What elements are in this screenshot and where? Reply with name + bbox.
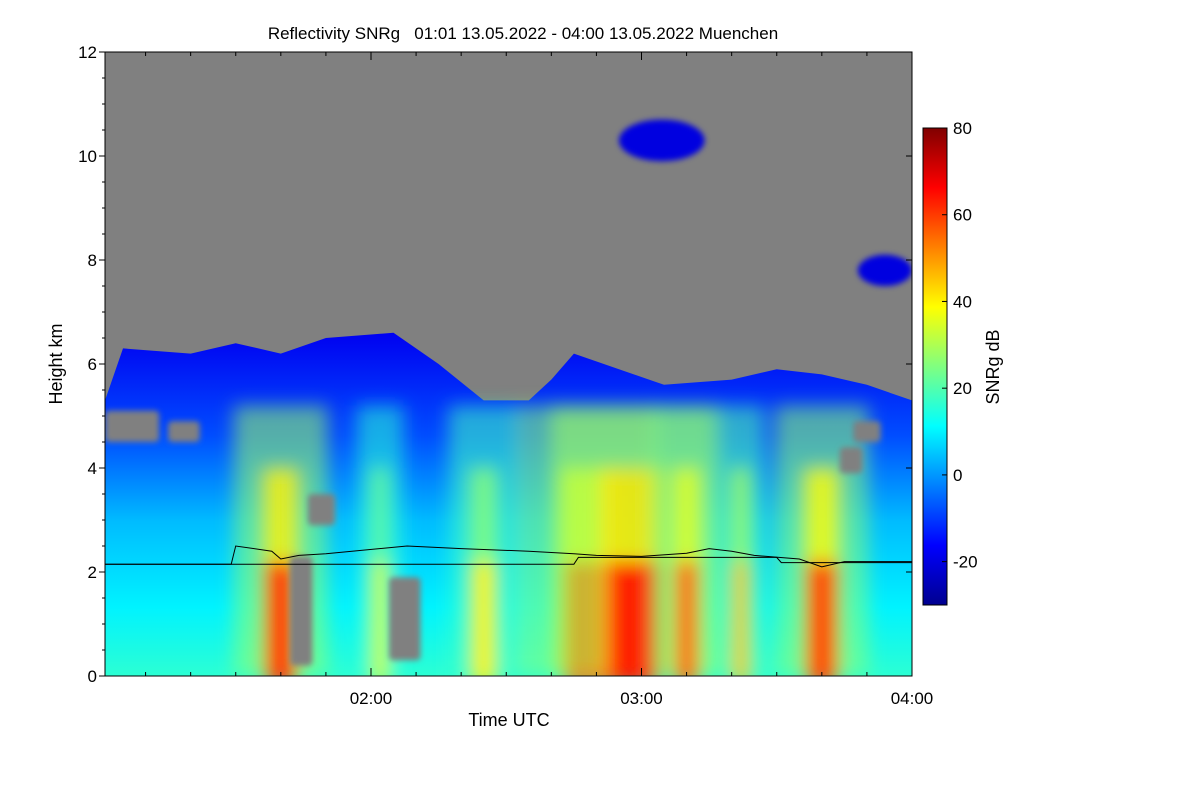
no-signal-gap xyxy=(105,410,160,442)
upper-cloud-patch xyxy=(618,119,705,162)
y-tick-label: 8 xyxy=(88,251,97,270)
y-tick-label: 6 xyxy=(88,355,97,374)
precip-column-core xyxy=(806,561,837,676)
colorbar: -20 0 20 40 60 80 SNRg dB xyxy=(922,119,1003,606)
melting-layer-lines xyxy=(105,545,912,568)
precip-column-core xyxy=(675,561,698,676)
upper-cloud-patch xyxy=(857,254,912,286)
colorbar-tick-label: 60 xyxy=(953,206,972,225)
reflectivity-field xyxy=(105,119,912,676)
colorbar-label: SNRg dB xyxy=(983,329,1003,404)
colorbar-gradient xyxy=(922,127,948,606)
melting-layer-lower-line xyxy=(105,556,912,565)
plot-area xyxy=(105,52,912,676)
no-signal-gap xyxy=(168,421,200,442)
x-tick-label: 02:00 xyxy=(350,689,393,708)
no-signal-gap xyxy=(853,421,881,442)
precipitation-columns xyxy=(233,405,869,676)
x-axis-label: Time UTC xyxy=(468,710,549,730)
y-axis-label: Height km xyxy=(46,323,66,404)
colorbar-tick-label: 40 xyxy=(953,292,972,311)
no-signal-gaps xyxy=(105,410,881,666)
x-tick-label: 03:00 xyxy=(620,689,663,708)
x-tick-label: 04:00 xyxy=(891,689,934,708)
y-tick-label: 10 xyxy=(78,147,97,166)
y-axis: 0 2 4 6 8 10 12 xyxy=(78,43,912,686)
no-signal-gap xyxy=(839,447,863,474)
colorbar-tick-label: -20 xyxy=(953,553,978,572)
y-tick-label: 0 xyxy=(88,667,97,686)
y-tick-label: 2 xyxy=(88,563,97,582)
precip-column-core xyxy=(733,561,749,676)
no-signal-gap xyxy=(307,494,335,526)
x-axis: 02:00 03:00 04:00 xyxy=(145,52,934,708)
no-signal-gap xyxy=(389,577,421,661)
chart-title: Reflectivity SNRg 01:01 13.05.2022 - 04:… xyxy=(268,24,778,43)
precip-column-core xyxy=(472,561,495,676)
upper-cloud-patches xyxy=(618,119,912,286)
colorbar-tick-label: 0 xyxy=(953,466,962,485)
y-tick-label: 12 xyxy=(78,43,97,62)
precip-column-core xyxy=(372,561,388,676)
y-tick-label: 4 xyxy=(88,459,97,478)
melting-layer-upper-line xyxy=(105,545,912,568)
no-signal-gap xyxy=(289,556,313,666)
colorbar-tick-label: 80 xyxy=(953,119,972,138)
precip-column-core xyxy=(606,561,659,676)
colorbar-tick-label: 20 xyxy=(953,379,972,398)
